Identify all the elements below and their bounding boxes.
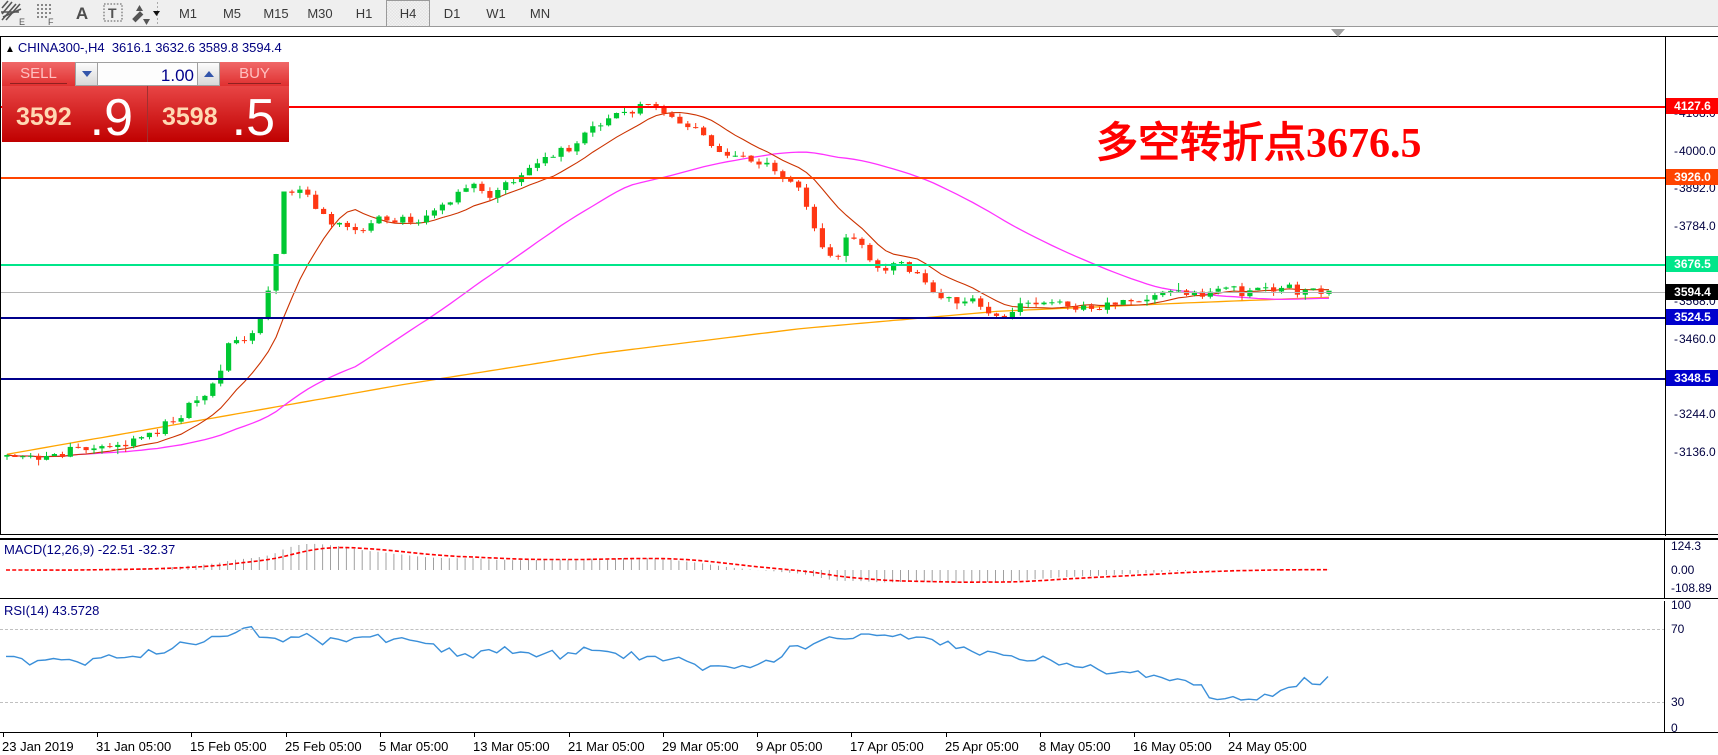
svg-text:F: F (48, 17, 54, 27)
svg-text:E: E (19, 17, 25, 27)
svg-text:T: T (108, 5, 117, 21)
